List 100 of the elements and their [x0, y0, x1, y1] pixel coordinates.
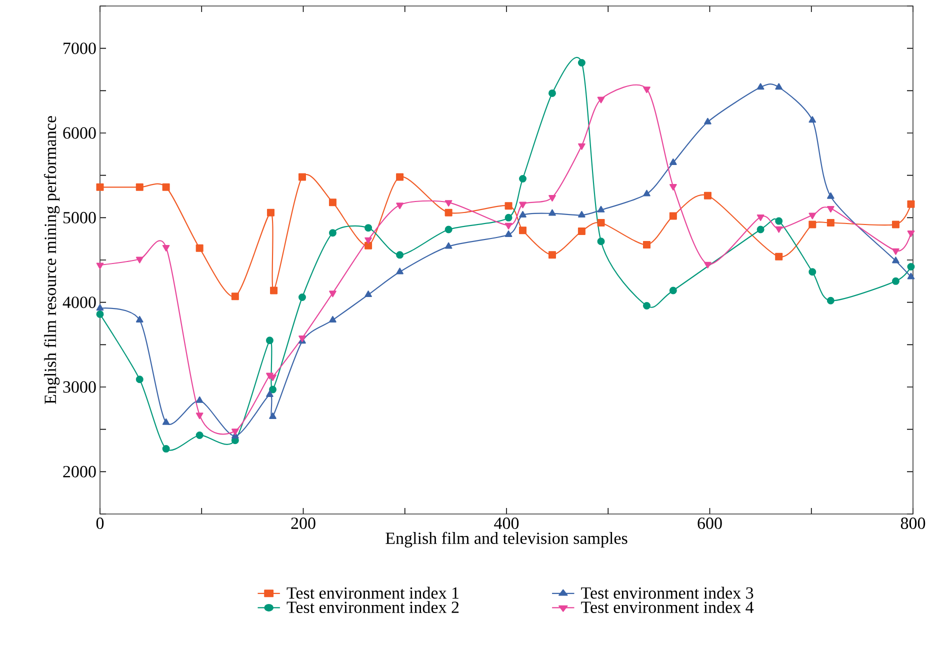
- point: [597, 206, 605, 212]
- point: [266, 390, 274, 397]
- point: [329, 290, 336, 298]
- point: [892, 220, 900, 228]
- point: [444, 242, 452, 249]
- y-tick-label: 2000: [63, 466, 96, 478]
- point: [504, 214, 512, 222]
- point: [775, 83, 783, 90]
- point: [669, 286, 677, 294]
- point: [519, 210, 526, 218]
- point: [669, 212, 677, 220]
- point: [396, 251, 404, 259]
- point: [704, 262, 712, 268]
- point: [270, 286, 278, 294]
- point: [364, 242, 372, 250]
- point: [578, 58, 586, 66]
- point: [892, 277, 900, 285]
- point: [578, 227, 586, 235]
- x-tick-label: 0: [96, 518, 104, 530]
- point: [96, 183, 104, 191]
- point: [96, 304, 104, 311]
- point: [907, 200, 915, 208]
- point: [396, 173, 404, 181]
- point: [266, 208, 274, 216]
- x-tick-label: 200: [291, 518, 316, 530]
- point: [136, 183, 144, 191]
- point: [704, 118, 712, 124]
- point: [328, 198, 336, 206]
- point: [756, 226, 764, 234]
- point: [396, 268, 404, 274]
- point: [396, 202, 404, 210]
- point: [196, 396, 204, 403]
- point: [826, 218, 834, 226]
- point: [162, 445, 170, 453]
- point: [643, 86, 650, 94]
- point: [269, 386, 277, 394]
- x-tick-label: 800: [900, 518, 926, 530]
- point: [136, 316, 144, 322]
- point: [808, 212, 816, 220]
- point: [269, 412, 276, 419]
- point: [364, 290, 372, 298]
- point: [328, 229, 336, 237]
- y-tick-label: 6000: [63, 127, 96, 139]
- point: [892, 256, 900, 264]
- point: [162, 183, 170, 191]
- point: [808, 116, 816, 123]
- point: [444, 200, 452, 207]
- legend-label: Test environment index 3: [581, 586, 754, 599]
- point: [669, 184, 677, 190]
- point: [364, 237, 372, 244]
- point: [578, 210, 586, 218]
- point: [775, 252, 783, 260]
- point: [642, 241, 650, 249]
- point: [231, 428, 239, 436]
- point: [827, 206, 834, 213]
- point: [669, 158, 677, 165]
- point: [808, 268, 816, 276]
- point: [96, 262, 104, 270]
- point: [444, 208, 452, 216]
- legend-label: Test environment index 2: [286, 601, 459, 614]
- point: [329, 316, 336, 322]
- point: [298, 294, 306, 302]
- point: [826, 296, 834, 304]
- point: [642, 302, 650, 310]
- point: [808, 220, 816, 228]
- point: [548, 89, 556, 97]
- point: [827, 192, 834, 199]
- point: [756, 83, 764, 90]
- point: [892, 248, 900, 255]
- point: [597, 238, 605, 246]
- y-tick-label: 3000: [63, 381, 96, 393]
- point: [266, 336, 274, 344]
- point: [775, 226, 783, 233]
- point: [231, 292, 239, 300]
- point: [136, 256, 144, 264]
- point: [196, 432, 204, 440]
- point: [519, 226, 527, 234]
- point: [548, 209, 556, 216]
- point: [519, 174, 527, 182]
- point: [298, 173, 306, 181]
- point: [504, 222, 512, 230]
- y-axis-title: English film resource mining performance: [44, 116, 60, 404]
- point: [907, 263, 915, 271]
- y-tick-label: 7000: [64, 42, 96, 54]
- point: [643, 190, 650, 196]
- point: [907, 230, 915, 238]
- point: [597, 96, 605, 104]
- point: [775, 217, 783, 225]
- point: [704, 192, 712, 200]
- point: [907, 272, 915, 280]
- y-tick-label: 4000: [62, 296, 96, 308]
- point: [504, 202, 512, 210]
- point: [96, 310, 104, 318]
- point: [756, 214, 764, 221]
- x-axis-title: English film and television samples: [386, 532, 628, 548]
- point: [519, 202, 526, 208]
- point: [196, 412, 204, 420]
- point: [162, 418, 170, 425]
- point: [548, 251, 556, 259]
- point: [136, 376, 144, 384]
